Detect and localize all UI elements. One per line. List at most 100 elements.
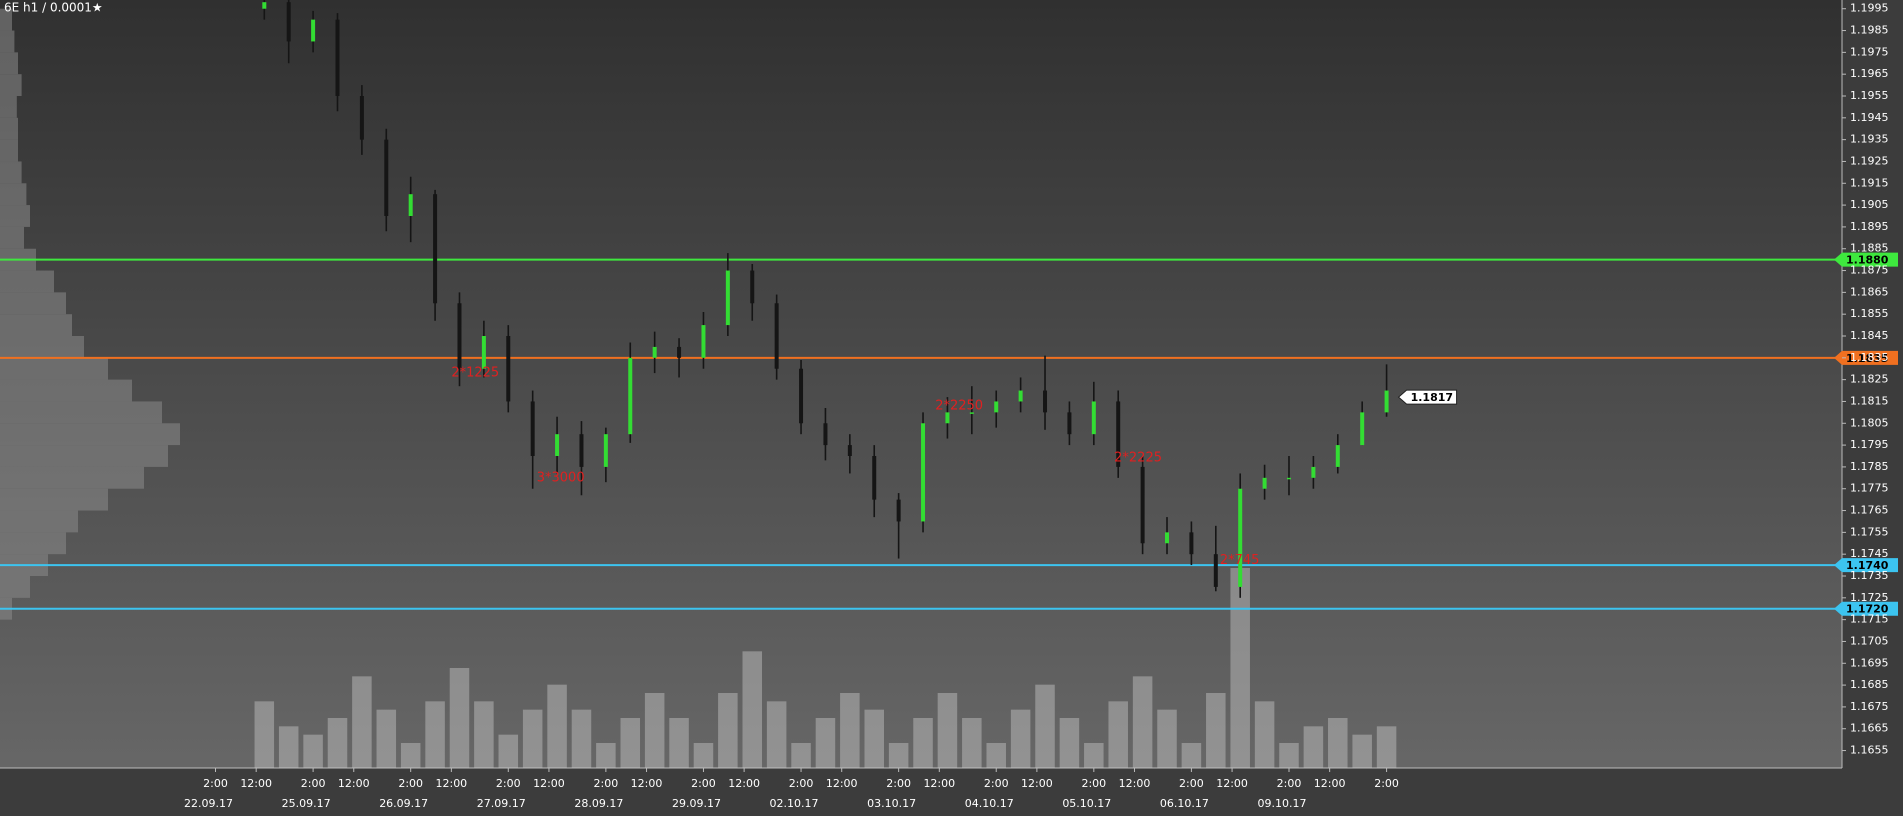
volume-bar [1230, 568, 1250, 768]
candle-body [335, 19, 340, 96]
candle-body [1311, 466, 1316, 478]
candle-body [994, 401, 999, 413]
date-label: 29.09.17 [672, 797, 721, 810]
y-tick-label: 1.1905 [1850, 198, 1889, 211]
volume-bar [766, 701, 787, 768]
x-tick-label: 12:00 [533, 777, 565, 790]
volume-bar [278, 726, 299, 768]
candle-body [1384, 390, 1389, 413]
candle-body [652, 346, 657, 358]
profile-bar [0, 532, 66, 555]
candle-body [1165, 532, 1170, 544]
profile-bar [0, 96, 17, 118]
price-axis-bg [1842, 0, 1903, 816]
y-tick-label: 1.1975 [1850, 45, 1889, 58]
y-tick-label: 1.1675 [1850, 700, 1889, 713]
last-price-label: 1.1817 [1411, 391, 1453, 404]
candle-body [457, 303, 462, 369]
x-tick-label: 12:00 [1314, 777, 1346, 790]
volume-bar [1328, 718, 1348, 768]
y-tick-label: 1.1685 [1850, 678, 1889, 691]
y-tick-label: 1.1915 [1850, 176, 1889, 189]
y-tick-label: 1.1655 [1850, 744, 1889, 757]
y-tick-label: 1.1735 [1850, 569, 1889, 582]
candle-body [823, 423, 828, 446]
volume-bar [1010, 709, 1031, 768]
plot-area: 2*1225 3*3000 2*2250 2*2225 2*745 1.1817 [0, 0, 1842, 768]
y-tick-label: 1.1845 [1850, 329, 1889, 342]
candle-body [1116, 401, 1121, 467]
volume-bar [1279, 743, 1299, 768]
x-tick-label: 12:00 [1216, 777, 1248, 790]
candle-body [384, 139, 389, 216]
candle-body [530, 401, 535, 456]
candle-body [1262, 477, 1267, 489]
profile-bar [0, 270, 54, 293]
candle-body [750, 270, 755, 304]
y-tick-label: 1.1885 [1850, 242, 1889, 255]
profile-bar [0, 139, 18, 162]
x-tick-label: 2:00 [1277, 777, 1302, 790]
y-tick-label: 1.1995 [1850, 2, 1889, 15]
volume-bar [327, 718, 348, 768]
date-label: 25.09.17 [282, 797, 331, 810]
y-tick-label: 1.1955 [1850, 89, 1889, 102]
volume-bar [644, 693, 665, 768]
candle-body [579, 434, 584, 467]
profile-bar [0, 336, 84, 358]
candle-body [1335, 445, 1340, 467]
x-tick-label: 2:00 [1374, 777, 1399, 790]
candle-body [506, 336, 511, 402]
volume-bar [913, 718, 933, 768]
level-label: 1.1880 [1846, 254, 1889, 267]
y-tick-label: 1.1935 [1850, 133, 1889, 146]
x-tick-label: 12:00 [631, 777, 663, 790]
y-tick-label: 1.1945 [1850, 111, 1889, 124]
volume-bar [352, 676, 372, 768]
date-label: 03.10.17 [867, 797, 916, 810]
volume-bar [962, 718, 982, 768]
candle-body [481, 336, 486, 369]
volume-bar [1157, 709, 1177, 768]
profile-bar [0, 401, 162, 424]
y-tick-label: 1.1705 [1850, 634, 1889, 647]
candle-body [1360, 412, 1365, 446]
x-tick-label: 2:00 [398, 777, 423, 790]
x-tick-label: 12:00 [923, 777, 955, 790]
volume-bar [254, 701, 275, 768]
level-label: 1.1740 [1846, 559, 1889, 572]
profile-bar [0, 314, 72, 336]
date-label: 22.09.17 [184, 797, 233, 810]
x-tick-label: 2:00 [886, 777, 911, 790]
candle-body [896, 499, 901, 522]
y-tick-label: 1.1855 [1850, 307, 1889, 320]
candle-body [969, 412, 974, 414]
volume-bar [522, 709, 543, 768]
y-tick-label: 1.1875 [1850, 264, 1889, 277]
annotation: 3*3000 [537, 470, 585, 485]
date-label: 06.10.17 [1160, 797, 1209, 810]
x-tick-label: 12:00 [338, 777, 370, 790]
volume-bar [620, 718, 641, 768]
candle-body [921, 423, 926, 522]
volume-bar [1254, 701, 1275, 768]
x-tick-label: 12:00 [435, 777, 467, 790]
x-tick-label: 12:00 [728, 777, 760, 790]
date-label: 02.10.17 [770, 797, 819, 810]
profile-bar [0, 292, 66, 315]
y-tick-label: 1.1925 [1850, 154, 1889, 167]
level-tag [1834, 558, 1898, 573]
candle-body [1091, 401, 1096, 435]
x-tick-label: 2:00 [203, 777, 228, 790]
volume-bar [303, 734, 323, 768]
volume-bar [815, 718, 836, 768]
volume-bar [986, 743, 1006, 768]
candle-body [1018, 390, 1023, 402]
candle-body [408, 194, 413, 216]
volume-bar [376, 709, 397, 768]
profile-bar [0, 161, 22, 184]
candle-body [701, 325, 706, 358]
profile-bar [0, 423, 180, 446]
volume-bar [791, 743, 811, 768]
